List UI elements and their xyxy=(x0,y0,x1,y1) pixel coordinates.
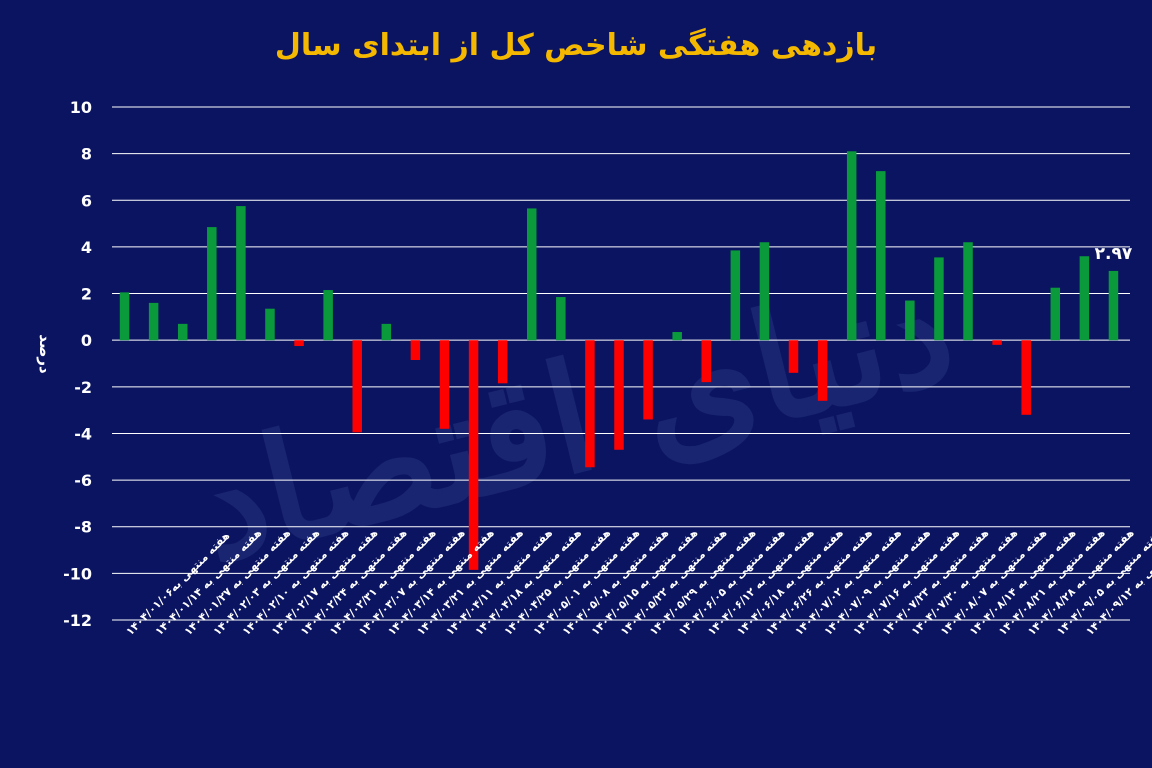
bar xyxy=(439,340,450,429)
bar xyxy=(236,206,246,341)
bar xyxy=(381,323,392,341)
y-tick-label: 8 xyxy=(81,145,92,164)
bar xyxy=(410,340,421,361)
bar xyxy=(934,257,944,341)
bar xyxy=(846,151,857,341)
annotations: ۲.۹۷ xyxy=(1095,244,1133,264)
bar xyxy=(730,250,741,341)
bar xyxy=(788,340,799,373)
bar xyxy=(614,340,624,450)
bar xyxy=(1050,287,1061,341)
y-tick-label: 4 xyxy=(81,238,92,257)
bar xyxy=(876,171,886,341)
bar xyxy=(1108,270,1119,341)
y-axis-label: درصد xyxy=(36,334,54,374)
bar xyxy=(468,340,479,570)
bar xyxy=(701,340,712,383)
bar xyxy=(1021,340,1031,415)
bar xyxy=(526,208,537,341)
y-tick-label: -12 xyxy=(63,611,92,630)
bar xyxy=(556,297,566,341)
y-tick-label: 0 xyxy=(81,331,92,350)
bar xyxy=(352,340,362,433)
data-label: ۲.۹۷ xyxy=(1095,244,1133,264)
bar xyxy=(643,340,653,420)
bar xyxy=(585,340,595,468)
bar xyxy=(294,340,304,347)
y-tick-label: -6 xyxy=(74,471,92,490)
y-tick-label: -2 xyxy=(74,378,92,397)
bar xyxy=(323,290,333,341)
bar xyxy=(177,323,188,341)
bar xyxy=(963,242,973,341)
chart-title: بازدهی هفتگی شاخص کل از ابتدای سال xyxy=(274,28,878,63)
bar xyxy=(119,292,130,341)
y-tick-label: 10 xyxy=(70,98,92,117)
y-tick-label: 2 xyxy=(81,285,92,304)
bar xyxy=(759,242,770,341)
y-tick-label: -8 xyxy=(74,518,92,537)
y-tick-label: -10 xyxy=(63,564,92,583)
y-tick-label: 6 xyxy=(81,191,92,210)
bar xyxy=(905,300,915,341)
bar xyxy=(992,340,1002,345)
bar xyxy=(148,302,159,341)
bar xyxy=(1079,256,1090,341)
bars xyxy=(119,151,1119,570)
bar xyxy=(497,340,508,384)
y-tick-label: -4 xyxy=(74,424,92,443)
bar xyxy=(265,308,275,341)
bar xyxy=(817,340,828,401)
bar xyxy=(672,332,682,341)
y-axis-ticks: 10 8 6 4 2 0 -2 -4 -6 -8 -10 -12 xyxy=(63,98,92,630)
bar xyxy=(207,227,217,341)
